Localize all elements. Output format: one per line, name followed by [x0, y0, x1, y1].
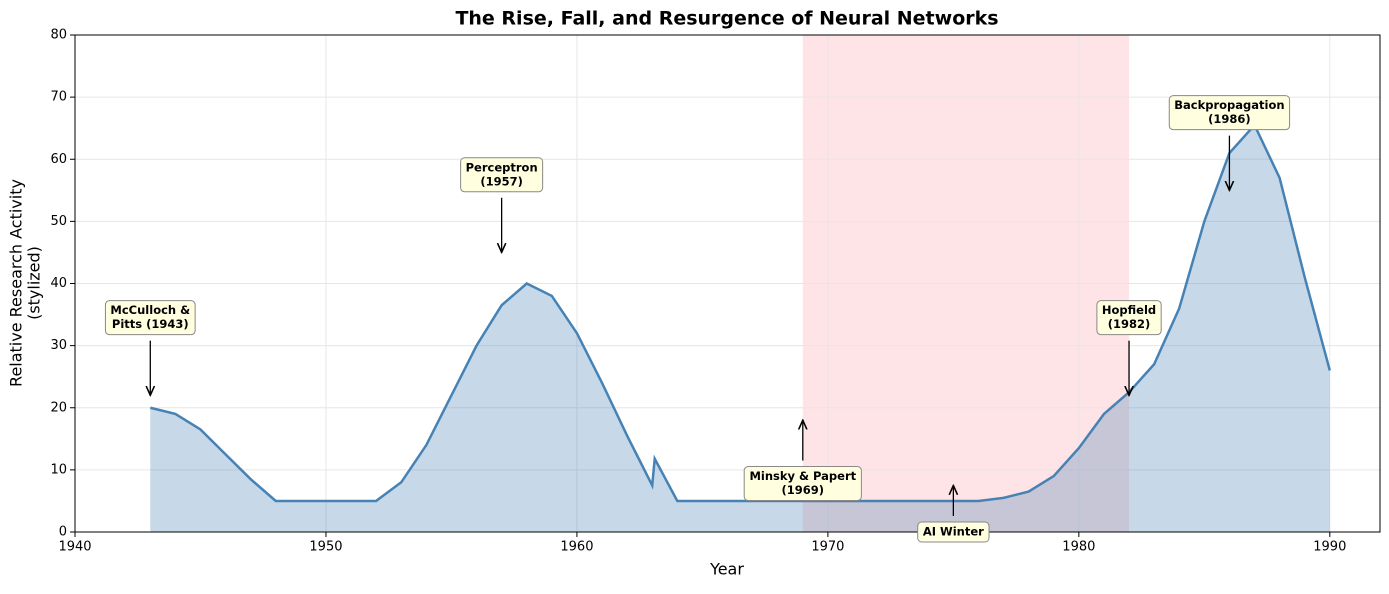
annotation: Perceptron(1957) [460, 157, 544, 193]
annotation-text: Backpropagation [1174, 98, 1284, 112]
annotation-box [1096, 300, 1162, 336]
y-tick-label: 20 [50, 400, 67, 415]
y-axis-label: Relative Research Activity [7, 179, 26, 387]
x-tick-label: 1950 [309, 540, 342, 555]
chart-title: The Rise, Fall, and Resurgence of Neural… [455, 8, 998, 30]
y-tick-label: 80 [50, 28, 67, 43]
annotation-text: Minsky & Papert [749, 469, 856, 483]
annotation-text: Hopfield [1102, 303, 1156, 317]
annotation-text: (1969) [782, 483, 825, 497]
y-tick-label: 30 [50, 338, 67, 353]
plot-frame [74, 34, 1381, 533]
y-tick-label: 50 [50, 214, 67, 229]
annotation-text: Perceptron [466, 160, 538, 174]
x-tick-label: 1990 [1313, 540, 1346, 555]
annotation: Hopfield(1982) [1096, 300, 1162, 336]
x-tick-label: 1940 [58, 540, 91, 555]
annotation-box [460, 157, 544, 193]
y-tick-label: 60 [50, 152, 67, 167]
y-axis-label: (stylized) [25, 246, 44, 320]
annotation-box [917, 521, 990, 543]
annotation-text: (1957) [480, 174, 523, 188]
area [150, 125, 1330, 533]
x-tick-label: 1970 [811, 540, 844, 555]
y-tick-label: 10 [50, 462, 67, 477]
y-tick-label: 70 [50, 90, 67, 105]
annotation-box [104, 300, 196, 336]
annotation-box [743, 466, 862, 502]
y-tick-label: 0 [59, 525, 67, 540]
annotation: Minsky & Papert(1969) [743, 466, 862, 502]
annotation-text: McCulloch & [110, 303, 190, 317]
annotation-text: (1986) [1208, 112, 1251, 126]
annotation: AI Winter [917, 521, 990, 543]
annotation-text: AI Winter [923, 525, 984, 539]
annotation-text: Pitts (1943) [112, 317, 189, 331]
annotation-box [1168, 95, 1291, 131]
x-axis-label: Year [709, 560, 744, 579]
x-tick-label: 1980 [1062, 540, 1095, 555]
annotation: Backpropagation(1986) [1168, 95, 1291, 131]
annotation-text: (1982) [1108, 317, 1151, 331]
annotation: McCulloch &Pitts (1943) [104, 300, 196, 336]
y-tick-label: 40 [50, 276, 67, 291]
x-tick-label: 1960 [560, 540, 593, 555]
